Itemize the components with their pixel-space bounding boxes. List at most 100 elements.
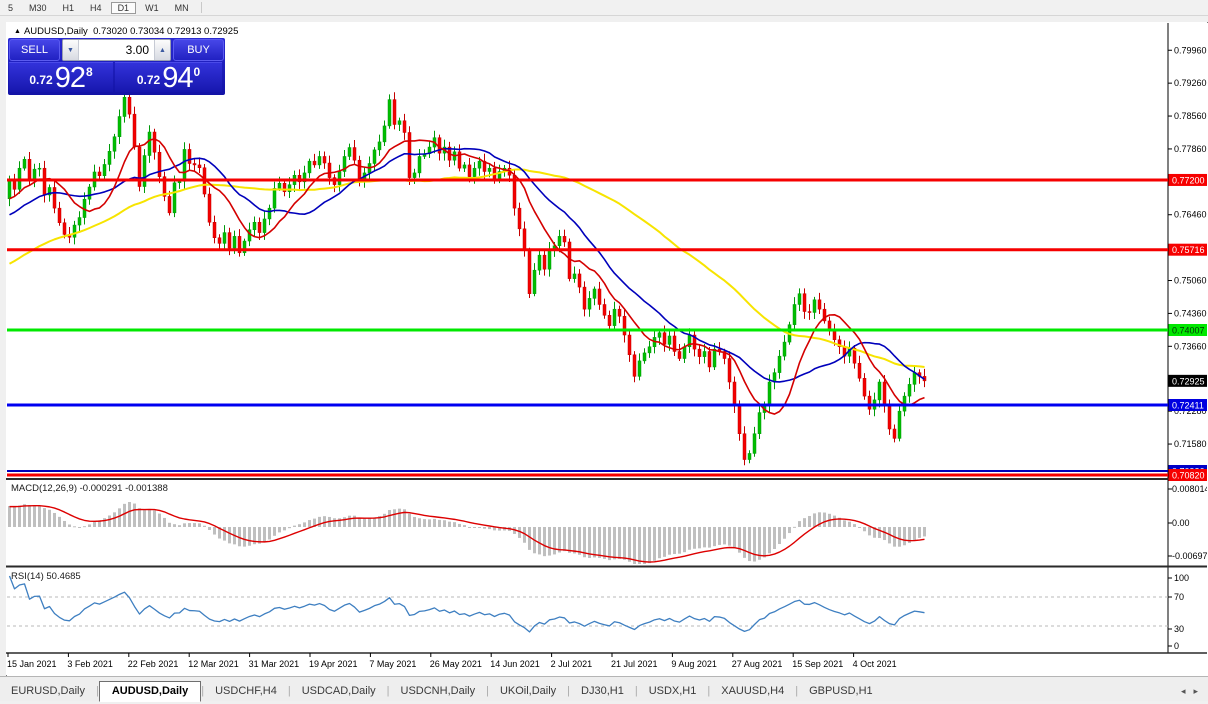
current-price-label: 0.72925 [1172, 376, 1205, 386]
tab-XAUUSD-H4[interactable]: XAUUSD,H4 [721, 685, 785, 697]
macd-signal-line [9, 504, 925, 563]
ma-line-55 [9, 168, 925, 369]
sell-price-main: 92 [54, 62, 86, 94]
tf-button-D1[interactable]: D1 [110, 1, 137, 14]
price-tick-label: 0.77860 [1174, 144, 1207, 154]
sell-price[interactable]: 0.72 92 8 [9, 62, 113, 94]
symbol-arrow-icon: ▲ [14, 28, 21, 35]
price-tick-label: 0.73660 [1174, 341, 1207, 351]
rsi-line [8, 575, 925, 633]
sell-button[interactable]: SELL [9, 39, 60, 61]
timeframe-toolbar: 5 M30 H1 H4 D1 W1 MN [0, 0, 1208, 16]
tab-scroll-arrows: ◂ ▸ [1181, 686, 1208, 701]
rsi-tick-label: 30 [1174, 624, 1184, 634]
level-label-0.77200: 0.77200 [1172, 175, 1205, 185]
tab-divider: | [486, 685, 489, 697]
date-label: 12 Mar 2021 [188, 659, 239, 669]
rsi-tick-label: 0 [1174, 641, 1179, 651]
macd-tick-label: -0.00697 [1172, 551, 1207, 561]
level-label-0.70820: 0.70820 [1172, 471, 1205, 481]
price-tick-label: 0.75060 [1174, 276, 1207, 286]
tab-EURUSD-Daily[interactable]: EURUSD,Daily [11, 685, 85, 697]
price-tick-label: 0.78560 [1174, 111, 1207, 121]
tab-USDX-H1[interactable]: USDX,H1 [648, 685, 697, 697]
tab-USDCHF-H4[interactable]: USDCHF,H4 [215, 685, 277, 697]
ma-line-10 [9, 138, 925, 415]
tab-divider: | [287, 685, 291, 697]
date-label: 19 Apr 2021 [309, 659, 358, 669]
date-label: 7 May 2021 [369, 659, 416, 669]
buy-price-prefix: 0.72 [136, 73, 161, 87]
tf-button-MN[interactable]: MN [174, 2, 189, 13]
price-tick-label: 0.79260 [1174, 78, 1207, 88]
tab-DJ30-H1[interactable]: DJ30,H1 [581, 685, 624, 697]
macd-tick-label: 0.008014 [1172, 484, 1207, 494]
tab-USDCAD-Daily[interactable]: USDCAD,Daily [301, 685, 376, 697]
date-label: 21 Jul 2021 [611, 659, 658, 669]
date-label: 15 Jan 2021 [7, 659, 57, 669]
price-tick-label: 0.74360 [1174, 308, 1207, 318]
tf-button-5[interactable]: 5 [8, 2, 14, 13]
tf-button-H1[interactable]: H1 [62, 2, 75, 13]
tab-divider: | [386, 685, 390, 697]
buy-price[interactable]: 0.72 94 0 [115, 62, 222, 94]
date-label: 27 Aug 2021 [732, 659, 783, 669]
tab-scroll-left-icon[interactable]: ◂ [1180, 686, 1186, 696]
tf-button-M30[interactable]: M30 [29, 2, 47, 13]
macd-tick-label: 0.00 [1172, 518, 1190, 528]
volume-value[interactable]: 3.00 [79, 40, 154, 60]
tab-divider: | [95, 685, 99, 697]
candles [7, 91, 927, 466]
tab-divider: | [201, 685, 205, 697]
date-label: 2 Jul 2021 [551, 659, 593, 669]
buy-button[interactable]: BUY [173, 39, 224, 61]
tab-divider: | [567, 685, 571, 697]
one-click-trade-panel: SELL ▼ 3.00 ▲ BUY 0.72 92 8 0.72 94 0 [8, 38, 225, 95]
toolbar-separator [200, 2, 202, 13]
volume-increase-button[interactable]: ▲ [154, 40, 170, 60]
symbol-name: AUDUSD,Daily [23, 26, 88, 37]
date-label: 22 Feb 2021 [128, 659, 179, 669]
rsi-tick-label: 100 [1174, 573, 1189, 583]
level-label-0.72411: 0.72411 [1172, 401, 1204, 411]
ohlc-values: 0.73020 0.73034 0.72913 0.72925 [93, 26, 239, 37]
tab-divider: | [795, 685, 799, 697]
level-label-0.74007: 0.74007 [1172, 326, 1205, 336]
buy-price-main: 94 [162, 62, 193, 94]
volume-decrease-button[interactable]: ▼ [63, 40, 79, 60]
tab-divider: | [634, 685, 638, 697]
sell-price-prefix: 0.72 [29, 73, 53, 87]
date-label: 15 Sep 2021 [792, 659, 843, 669]
tf-button-H4[interactable]: H4 [90, 2, 102, 13]
price-tick-label: 0.79960 [1174, 45, 1207, 55]
price-tick-label: 0.71580 [1174, 439, 1207, 449]
rsi-header: RSI(14) 50.4685 [11, 571, 81, 582]
date-label: 4 Oct 2021 [853, 659, 897, 669]
ma-line-21 [9, 147, 925, 383]
buy-price-pip: 0 [193, 65, 201, 79]
level-label-0.75716: 0.75716 [1172, 245, 1205, 255]
chart-tab-bar: EURUSD,Daily | AUDUSD,Daily | USDCHF,H4 | USDC… [0, 676, 1208, 702]
price-axis [1168, 49, 1172, 647]
macd-histogram [8, 502, 926, 564]
volume-stepper: ▼ 3.00 ▲ [62, 39, 171, 61]
tab-scroll-right-icon[interactable]: ▸ [1193, 686, 1198, 696]
sell-price-pip: 8 [85, 65, 93, 79]
tf-button-W1[interactable]: W1 [145, 2, 159, 13]
price-chart[interactable]: 0.79960 0.79260 0.78560 0.77860 0.76460 0.750… [6, 22, 1207, 675]
date-label: 14 Jun 2021 [490, 659, 540, 669]
date-label: 9 Aug 2021 [671, 659, 717, 669]
date-label: 3 Feb 2021 [67, 659, 113, 669]
date-label: 31 Mar 2021 [249, 659, 300, 669]
price-tick-label: 0.72280 [1174, 406, 1207, 416]
chart-title: ▲ AUDUSD,Daily 0.73020 0.73034 0.72913 0.… [14, 26, 238, 37]
tab-GBPUSD-H1[interactable]: GBPUSD,H1 [809, 685, 873, 697]
macd-header: MACD(12,26,9) -0.000291 -0.001388 [11, 483, 168, 494]
tab-divider: | [707, 685, 711, 697]
price-tick-label: 0.76460 [1174, 210, 1207, 220]
tab-USDCNH-Daily[interactable]: USDCNH,Daily [400, 685, 476, 697]
tab-UKOil-Daily[interactable]: UKOil,Daily [499, 685, 557, 697]
rsi-tick-label: 70 [1174, 592, 1184, 602]
tab-AUDUSD-Daily[interactable]: AUDUSD,Daily [98, 681, 202, 702]
